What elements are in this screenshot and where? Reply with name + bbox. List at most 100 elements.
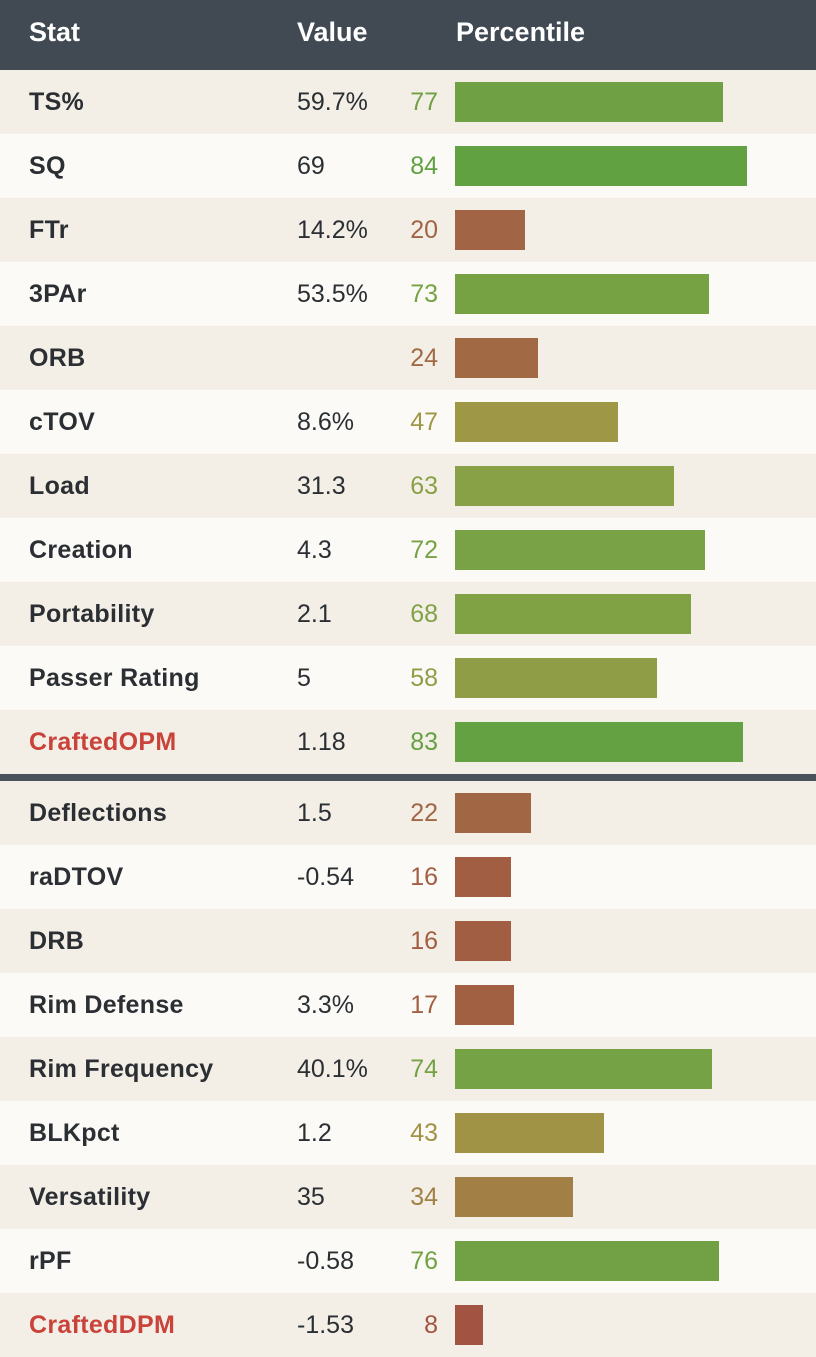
percentile-number: 76	[410, 1247, 438, 1275]
column-header-value: Value	[297, 17, 368, 47]
stat-name: Load	[29, 472, 90, 500]
stat-value: 1.2	[297, 1119, 332, 1147]
table-row: Versatility 35 34	[0, 1165, 816, 1229]
table-row: SQ 69 84	[0, 134, 816, 198]
percentile-number: 84	[410, 152, 438, 180]
table-row: CraftedDPM -1.53 8	[0, 1293, 816, 1357]
percentile-number: 17	[410, 991, 438, 1019]
table-row: Passer Rating 5 58	[0, 646, 816, 710]
stat-value: 3.3%	[297, 991, 354, 1019]
percentile-bar	[455, 1049, 712, 1089]
percentile-number: 16	[410, 863, 438, 891]
percentile-bar	[455, 1113, 604, 1153]
offense-section: TS% 59.7% 77 SQ 69 84 FTr 14.2% 20 3PAr 53.5% 73 ORB…	[0, 70, 816, 774]
stat-name: ORB	[29, 344, 86, 372]
stat-value: -1.53	[297, 1311, 354, 1339]
stat-value: 14.2%	[297, 216, 368, 244]
stat-value: 31.3	[297, 472, 346, 500]
stat-value: 1.18	[297, 728, 346, 756]
percentile-bar	[455, 722, 743, 762]
percentile-bar	[455, 466, 674, 506]
column-header-stat: Stat	[29, 17, 81, 47]
table-row: DRB 16	[0, 909, 816, 973]
percentile-bar	[455, 146, 747, 186]
percentile-bar	[455, 402, 618, 442]
percentile-bar	[455, 594, 691, 634]
stat-value: 2.1	[297, 600, 332, 628]
percentile-number: 63	[410, 472, 438, 500]
stat-name: BLKpct	[29, 1119, 120, 1147]
percentile-bar	[455, 530, 705, 570]
stat-name: CraftedDPM	[29, 1311, 176, 1339]
percentile-bar	[455, 1305, 483, 1345]
stat-value: 59.7%	[297, 88, 368, 116]
table-row: Rim Frequency 40.1% 74	[0, 1037, 816, 1101]
percentile-number: 43	[410, 1119, 438, 1147]
percentile-number: 16	[410, 927, 438, 955]
percentile-bar	[455, 338, 538, 378]
column-header-percentile: Percentile	[456, 17, 586, 47]
stat-name: Deflections	[29, 799, 168, 827]
stat-name: Passer Rating	[29, 664, 200, 692]
percentile-number: 34	[410, 1183, 438, 1211]
stat-value: 5	[297, 664, 311, 692]
stat-name: SQ	[29, 152, 66, 180]
stat-value: 40.1%	[297, 1055, 368, 1083]
table-row: raDTOV -0.54 16	[0, 845, 816, 909]
stat-value: 1.5	[297, 799, 332, 827]
stat-value: 8.6%	[297, 408, 354, 436]
percentile-number: 73	[410, 280, 438, 308]
table-row: rPF -0.58 76	[0, 1229, 816, 1293]
stat-name: TS%	[29, 88, 85, 116]
table-row: ORB 24	[0, 326, 816, 390]
percentile-bar	[455, 274, 709, 314]
table-row: cTOV 8.6% 47	[0, 390, 816, 454]
table-row: Creation 4.3 72	[0, 518, 816, 582]
stat-name: DRB	[29, 927, 85, 955]
stat-name: Portability	[29, 600, 155, 628]
percentile-number: 72	[410, 536, 438, 564]
percentile-bar	[455, 985, 514, 1025]
stat-name: rPF	[29, 1247, 72, 1275]
percentile-number: 8	[424, 1311, 438, 1339]
stat-name: CraftedOPM	[29, 728, 177, 756]
stat-value: 4.3	[297, 536, 332, 564]
defense-section: Deflections 1.5 22 raDTOV -0.54 16 DRB 16 Rim De…	[0, 781, 816, 1357]
percentile-bar	[455, 210, 525, 250]
percentile-number: 58	[410, 664, 438, 692]
percentile-number: 77	[410, 88, 438, 116]
stat-name: cTOV	[29, 408, 96, 436]
percentile-number: 68	[410, 600, 438, 628]
percentile-number: 24	[410, 344, 438, 372]
stat-name: 3PAr	[29, 280, 87, 308]
stat-name: Versatility	[29, 1183, 151, 1211]
table-header: Stat Value Percentile	[0, 0, 816, 70]
percentile-number: 83	[410, 728, 438, 756]
stat-value: 69	[297, 152, 325, 180]
table-row: FTr 14.2% 20	[0, 198, 816, 262]
percentile-bar	[455, 1177, 573, 1217]
percentile-bar	[455, 658, 657, 698]
table-row: Load 31.3 63	[0, 454, 816, 518]
table-row: Deflections 1.5 22	[0, 781, 816, 845]
percentile-number: 22	[410, 799, 438, 827]
stat-name: Rim Frequency	[29, 1055, 214, 1083]
percentile-number: 20	[410, 216, 438, 244]
percentile-bar	[455, 82, 723, 122]
percentile-bar	[455, 793, 531, 833]
table-row: Portability 2.1 68	[0, 582, 816, 646]
stat-name: Creation	[29, 536, 133, 564]
section-divider	[0, 774, 816, 781]
table-row: Rim Defense 3.3% 17	[0, 973, 816, 1037]
percentile-number: 74	[410, 1055, 438, 1083]
stat-value: 35	[297, 1183, 325, 1211]
percentile-bar	[455, 1241, 719, 1281]
stat-value: -0.58	[297, 1247, 354, 1275]
percentile-bar	[455, 921, 511, 961]
table-row: BLKpct 1.2 43	[0, 1101, 816, 1165]
table-row: 3PAr 53.5% 73	[0, 262, 816, 326]
stat-value: -0.54	[297, 863, 354, 891]
stat-name: raDTOV	[29, 863, 124, 891]
percentile-bar	[455, 857, 511, 897]
